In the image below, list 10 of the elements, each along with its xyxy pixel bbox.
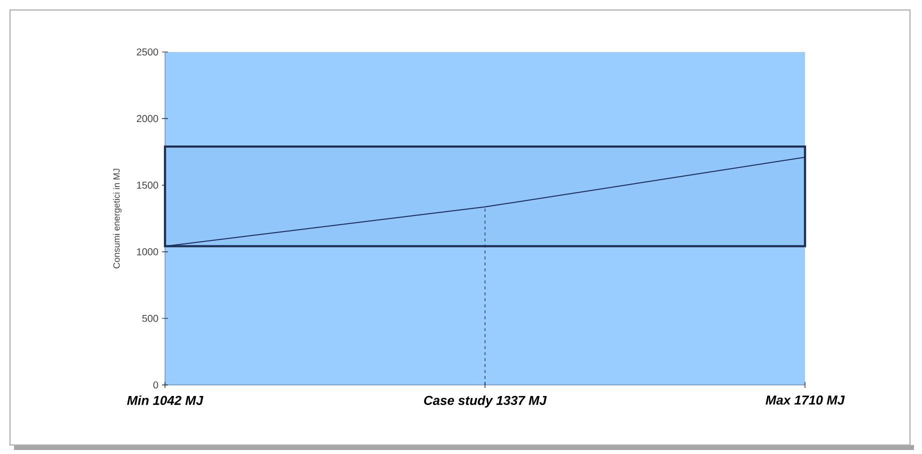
y-tick-label: 1500	[137, 182, 158, 189]
y-tick-label: 2000	[136, 115, 158, 122]
x-tick-label: Min 1042 MJ	[127, 396, 204, 406]
y-tick-label: 1000	[137, 248, 158, 256]
y-tick-label: 0	[153, 381, 158, 389]
x-tick-label: Max 1710 MJ	[766, 396, 845, 405]
y-tick-label: 500	[142, 314, 158, 322]
y-axis-title: Consumi energetici in MJ	[113, 168, 122, 268]
y-tick-label: 2500	[136, 48, 158, 56]
x-tick-label: Case study 1337 MJ	[424, 396, 547, 408]
